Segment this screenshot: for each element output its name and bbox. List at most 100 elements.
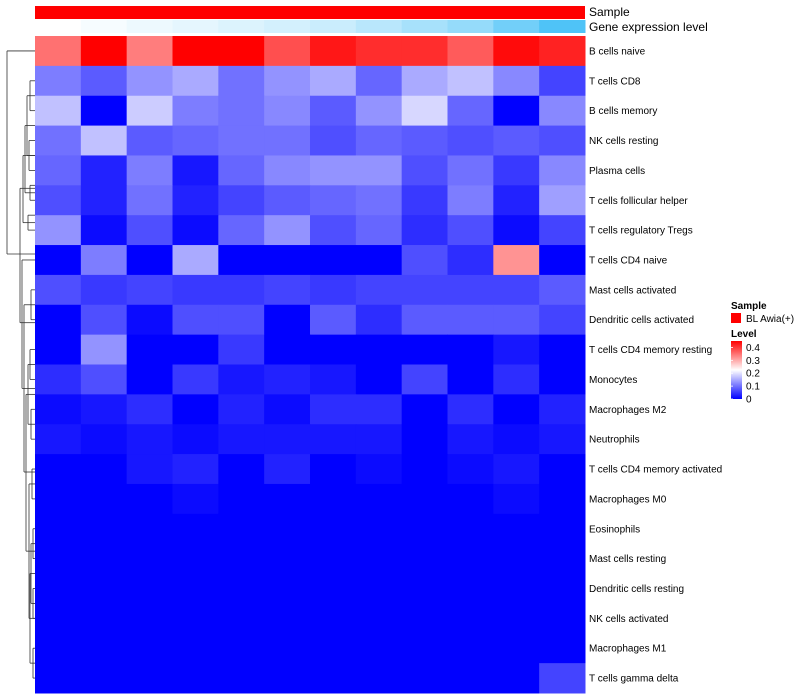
heatmap-cell <box>310 424 357 455</box>
heatmap-cell <box>447 543 494 575</box>
heatmap-cell <box>310 483 357 515</box>
heatmap-cell <box>401 274 448 306</box>
heatmap-cell <box>126 364 173 395</box>
row-label: Mast cells resting <box>589 554 666 565</box>
expression-track-cell <box>35 20 82 33</box>
heatmap-cell <box>126 185 173 216</box>
heatmap-cell <box>172 334 219 365</box>
heatmap-cell <box>126 663 173 694</box>
legend-tick-label: 0.3 <box>746 356 760 367</box>
heatmap-cell <box>35 603 82 634</box>
heatmap-cell <box>126 304 173 336</box>
legend-sample-entry: BL Awia(+) <box>746 314 794 325</box>
expression-track-cell <box>264 20 311 33</box>
heatmap-cells <box>35 36 586 694</box>
heatmap-cell <box>401 543 448 575</box>
heatmap-cell <box>218 334 265 365</box>
heatmap-cell <box>80 334 128 365</box>
heatmap-cell <box>447 633 494 664</box>
heatmap-cell <box>493 125 540 156</box>
heatmap-cell <box>539 483 586 515</box>
heatmap-cell <box>80 245 128 276</box>
expression-track-cell <box>310 20 357 33</box>
heatmap-cell <box>355 454 403 485</box>
heatmap-cell <box>80 125 128 156</box>
heatmap-cell <box>355 513 403 545</box>
heatmap-cell <box>539 125 586 156</box>
heatmap-cell <box>80 95 128 127</box>
heatmap-cell <box>264 513 311 545</box>
heatmap-cell <box>493 215 540 246</box>
heatmap-cell <box>80 633 128 664</box>
heatmap-cell <box>35 185 82 216</box>
heatmap-cell <box>172 304 219 336</box>
heatmap-cell <box>493 663 540 694</box>
heatmap-cell <box>264 215 311 246</box>
heatmap-cell <box>493 394 540 425</box>
heatmap-cell <box>264 543 311 575</box>
heatmap-cell <box>310 394 357 425</box>
heatmap-cell <box>126 155 173 186</box>
heatmap-cell <box>447 394 494 425</box>
heatmap-cell <box>355 364 403 395</box>
heatmap-cell <box>218 543 265 575</box>
heatmap-cell <box>35 424 82 455</box>
expression-track-cell <box>447 20 494 33</box>
expression-track-cell <box>355 20 403 33</box>
expression-track-cell <box>172 20 219 33</box>
row-label: Dendritic cells activated <box>589 315 694 326</box>
heatmap-cell <box>218 573 265 604</box>
heatmap-cell <box>80 483 128 515</box>
row-label: T cells regulatory Tregs <box>589 226 693 237</box>
heatmap-cell <box>310 364 357 395</box>
heatmap-cell <box>355 36 403 67</box>
heatmap-cell <box>35 95 82 127</box>
heatmap-cell <box>355 424 403 455</box>
heatmap-cell <box>218 155 265 186</box>
heatmap-cell <box>493 274 540 306</box>
heatmap-cell <box>310 304 357 336</box>
heatmap-cell <box>172 603 219 634</box>
heatmap-cell <box>355 125 403 156</box>
heatmap-cell <box>35 304 82 336</box>
heatmap-cell <box>80 65 128 97</box>
heatmap-cell <box>401 633 448 664</box>
heatmap-cell <box>218 304 265 336</box>
heatmap-cell <box>493 633 540 664</box>
heatmap-cell <box>310 663 357 694</box>
heatmap-cell <box>264 603 311 634</box>
heatmap-cell <box>447 245 494 276</box>
heatmap-cell <box>218 185 265 216</box>
legend-tick-label: 0.4 <box>746 343 760 354</box>
heatmap-cell <box>126 36 173 67</box>
sample-annotation-track <box>35 6 585 19</box>
heatmap-cell <box>172 215 219 246</box>
row-label: NK cells resting <box>589 136 658 147</box>
sample-track-label: Sample <box>589 5 630 19</box>
heatmap-cell <box>539 155 586 186</box>
heatmap-cell <box>310 125 357 156</box>
row-label: Neutrophils <box>589 435 640 446</box>
legend-tick-label: 0.1 <box>746 382 760 393</box>
heatmap-cell <box>539 334 586 365</box>
heatmap-cell <box>126 394 173 425</box>
heatmap-cell <box>493 185 540 216</box>
heatmap-cell <box>80 543 128 575</box>
heatmap-cell <box>493 603 540 634</box>
heatmap-cell <box>264 454 311 485</box>
heatmap-cell <box>447 483 494 515</box>
row-labels: B cells naive T cells CD8 B cells memory NK… <box>589 46 722 684</box>
heatmap-cell <box>264 334 311 365</box>
heatmap-cell <box>35 513 82 545</box>
expression-track-cell <box>539 20 586 33</box>
heatmap-cell <box>539 513 586 545</box>
heatmap-cell <box>126 245 173 276</box>
heatmap-cell <box>126 424 173 455</box>
heatmap-cell <box>310 215 357 246</box>
heatmap-cell <box>355 334 403 365</box>
row-label: Eosinophils <box>589 524 640 535</box>
heatmap-cell <box>310 513 357 545</box>
legend-tick-label: 0.2 <box>746 369 760 380</box>
heatmap-cell <box>80 215 128 246</box>
heatmap-cell <box>172 155 219 186</box>
